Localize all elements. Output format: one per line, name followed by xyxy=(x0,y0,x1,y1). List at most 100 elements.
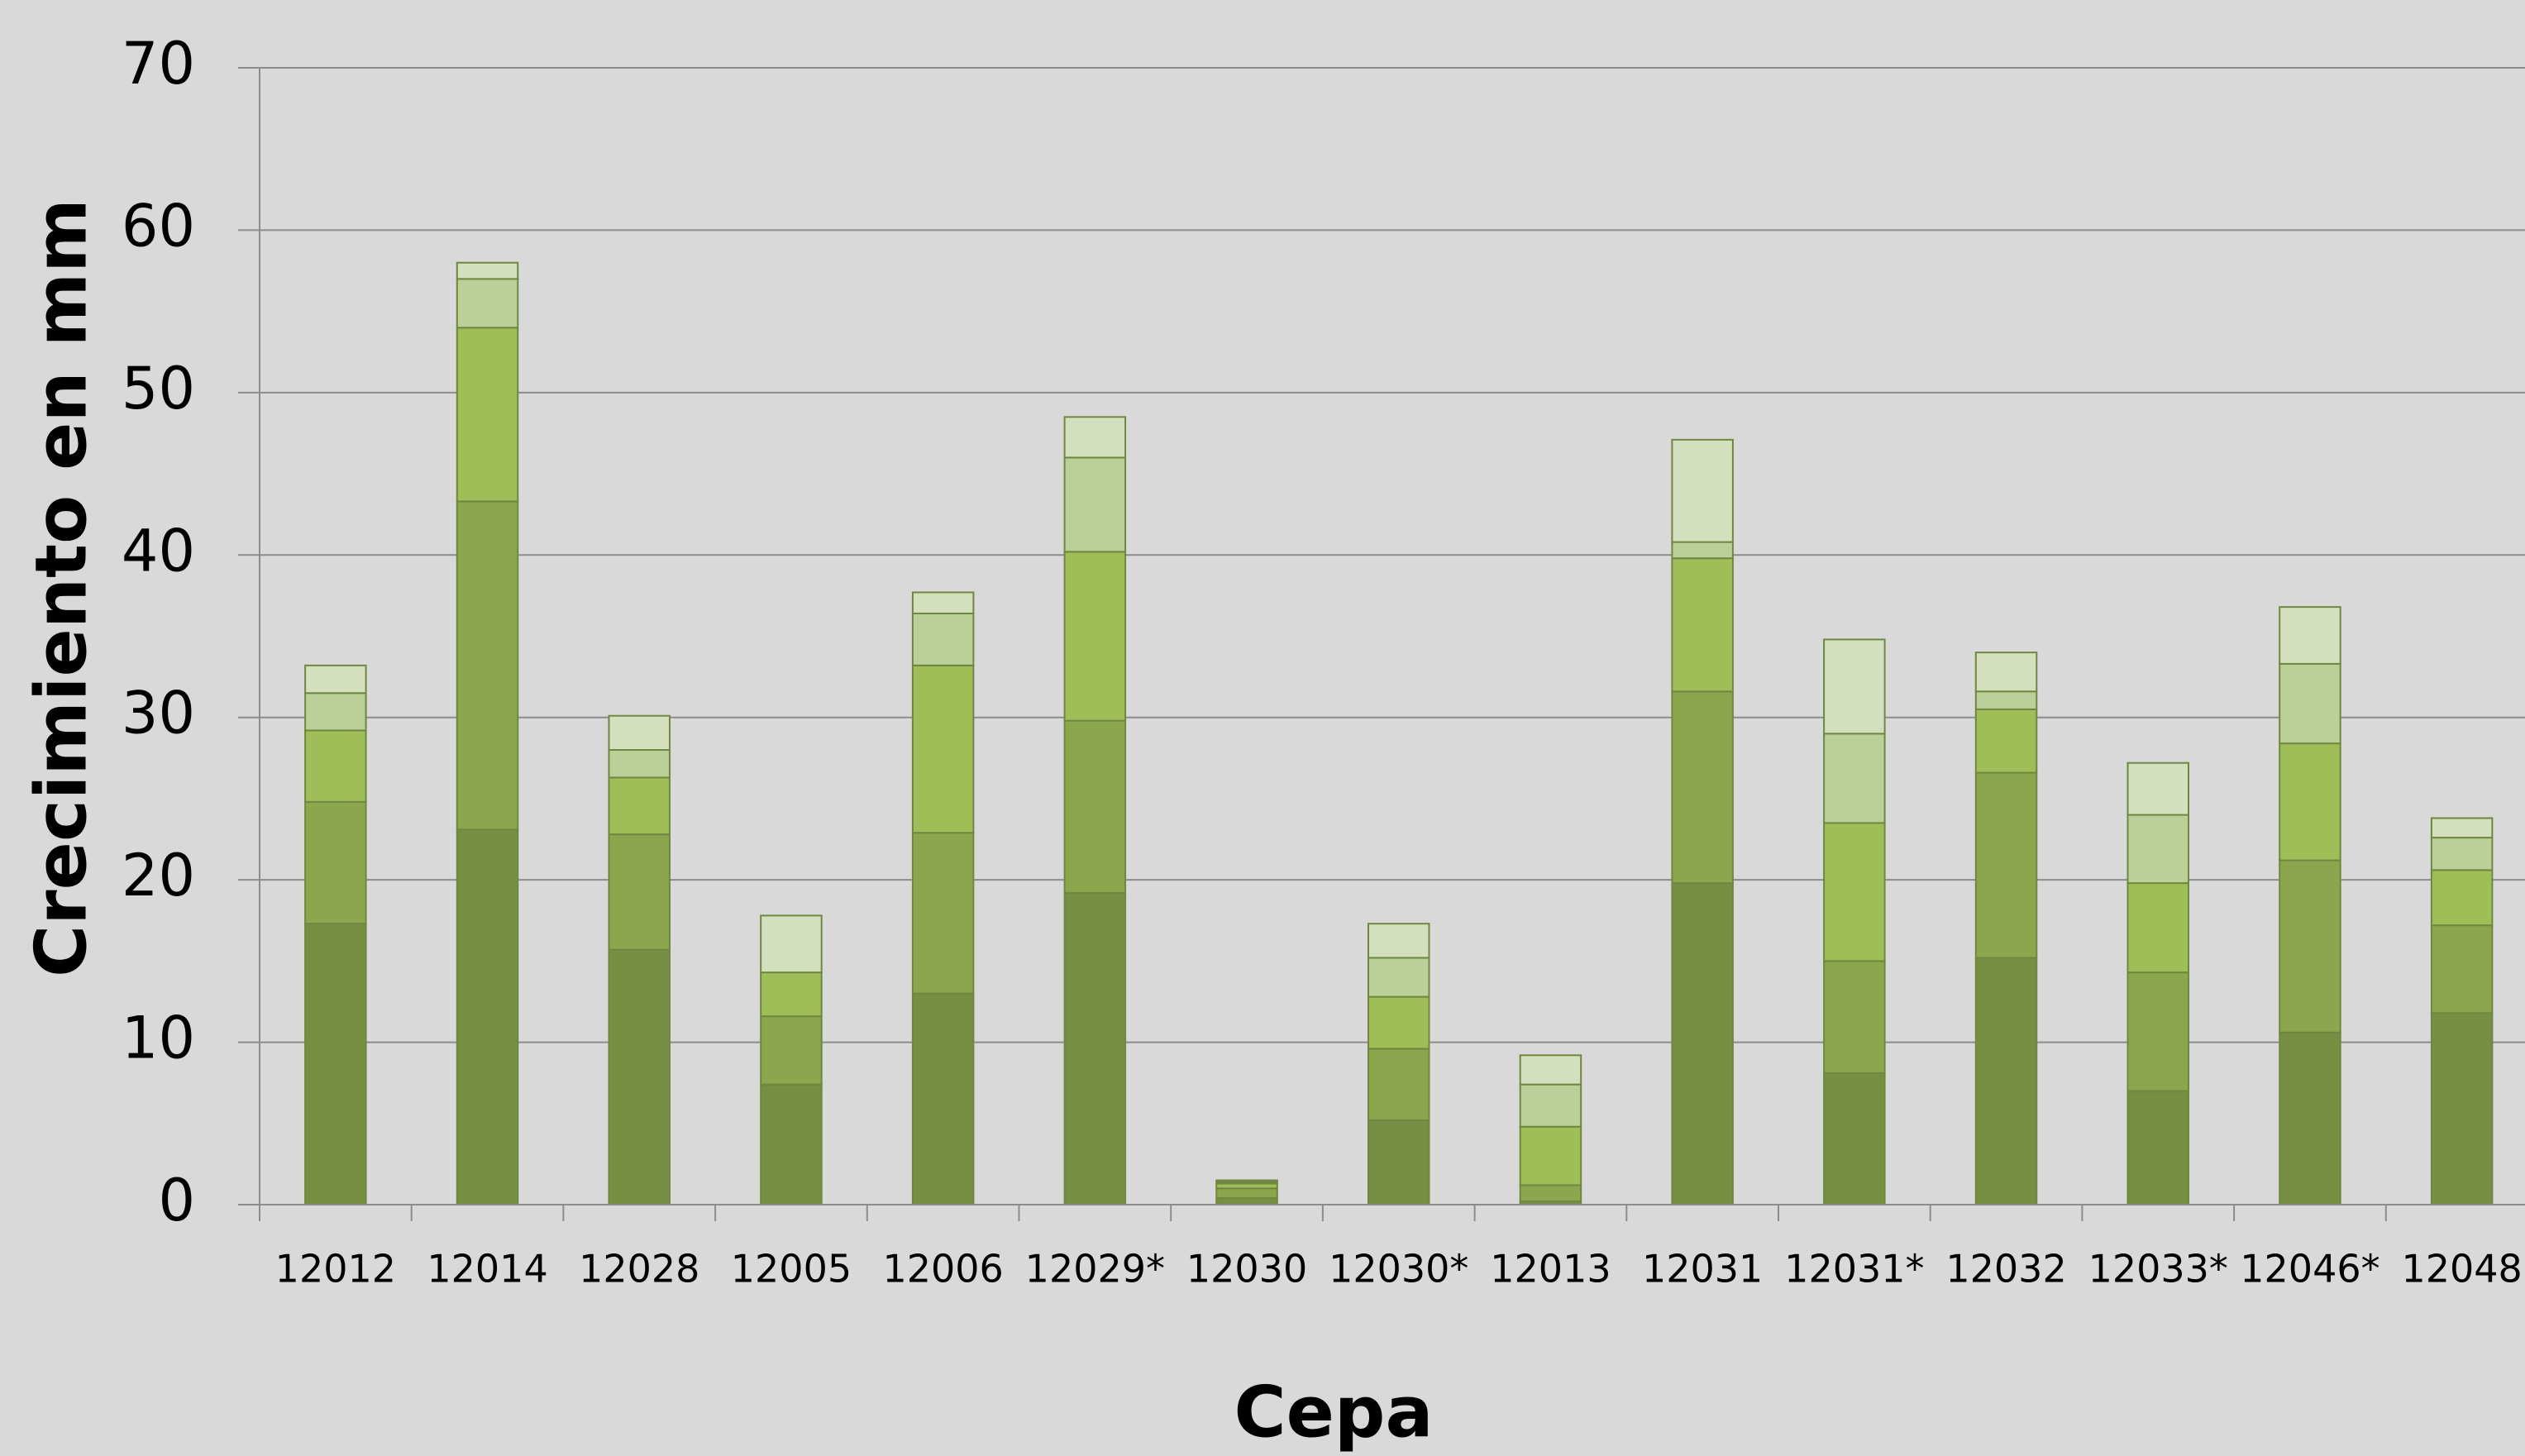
bar-segment xyxy=(2279,742,2341,862)
x-tick-label: 12033* xyxy=(2088,1247,2228,1291)
bar-segment xyxy=(1671,557,1734,693)
bar-segment xyxy=(1215,1187,1278,1200)
bar-segment xyxy=(2430,869,2494,927)
x-tick-label: 12046* xyxy=(2240,1247,2379,1291)
y-tick-label: 60 xyxy=(122,192,195,260)
bar-segment xyxy=(1671,882,1734,1205)
bar-segment xyxy=(760,914,823,974)
bar-segment xyxy=(1823,1072,1886,1205)
x-tick-label: 12030 xyxy=(1186,1247,1307,1291)
bar-segment xyxy=(1519,1184,1582,1203)
bar-segment xyxy=(2279,1031,2341,1206)
bar-segment xyxy=(911,832,975,995)
bar-segment xyxy=(1063,416,1127,459)
bar-segment xyxy=(2430,924,2494,1014)
x-tick-label: 12032 xyxy=(1945,1247,2066,1291)
bar-segment xyxy=(608,833,671,951)
bar-segment xyxy=(2126,971,2189,1092)
bar-segment xyxy=(1368,995,1430,1050)
x-axis-title: Cepa xyxy=(1234,1371,1433,1454)
bar-segment xyxy=(1974,652,2038,693)
bar-segment xyxy=(456,828,519,1205)
bar-segment xyxy=(1974,771,2038,959)
bar-segment xyxy=(911,591,975,615)
x-tick-label: 12013 xyxy=(1490,1247,1611,1291)
bar-segment xyxy=(1368,957,1430,998)
bar-segment xyxy=(608,776,671,836)
bar-segment xyxy=(304,692,367,732)
bar-segment xyxy=(304,729,367,803)
bar-segment xyxy=(1671,438,1734,543)
bar-segment xyxy=(760,1015,823,1086)
bar-segment xyxy=(2279,662,2341,745)
x-tick-label: 12006 xyxy=(882,1247,1003,1291)
bar-segment xyxy=(2430,817,2494,839)
bar-segment xyxy=(911,992,975,1205)
x-tick-label: 12029* xyxy=(1025,1247,1165,1291)
bar-segment xyxy=(2126,814,2189,885)
bar-segment xyxy=(1519,1083,1582,1128)
x-tick-label: 12012 xyxy=(275,1247,396,1291)
bar-segment xyxy=(1974,957,2038,1206)
axes: 0 10 20 30 40 50 60 70 12012 12014 12028 12005 12006… xyxy=(122,30,2525,1291)
y-tick-label: 40 xyxy=(122,517,195,585)
bar-segment xyxy=(608,714,671,751)
bar-segment xyxy=(1215,1179,1278,1183)
bar-segment xyxy=(456,278,519,329)
bar-segment xyxy=(1063,719,1127,894)
y-tick-label: 30 xyxy=(122,680,195,747)
bar-segment xyxy=(2430,1012,2494,1205)
bar-segment xyxy=(2126,882,2189,974)
y-tick-label: 10 xyxy=(122,1005,195,1072)
bar-segment xyxy=(1671,690,1734,885)
x-tick-label: 12005 xyxy=(731,1247,852,1291)
bar-segment xyxy=(1368,1119,1430,1206)
bar-segment xyxy=(304,923,367,1206)
bar-segment xyxy=(2279,606,2341,665)
bar-segment xyxy=(760,971,823,1018)
bar-segment xyxy=(2279,859,2341,1034)
x-tick-label: 12031 xyxy=(1642,1247,1763,1291)
bar-segment xyxy=(1215,1197,1278,1205)
y-tick-label: 0 xyxy=(158,1167,195,1234)
bar-segment xyxy=(1063,456,1127,553)
y-axis-title: Crecimiento en mm xyxy=(20,198,103,977)
x-tick-label: 12028 xyxy=(579,1247,699,1291)
bar-segment xyxy=(456,327,519,503)
bars xyxy=(304,261,2494,1206)
bar-segment xyxy=(456,261,519,280)
bar-segment xyxy=(1063,551,1127,722)
bar-segment xyxy=(456,500,519,831)
bar-segment xyxy=(2126,761,2189,816)
x-tick-label: 12014 xyxy=(427,1247,547,1291)
bar-segment xyxy=(2430,837,2494,871)
bar-segment xyxy=(1823,960,1886,1074)
bar-segment xyxy=(1063,891,1127,1206)
bar-segment xyxy=(1671,541,1734,560)
x-tick-label: 12030* xyxy=(1329,1247,1468,1291)
bar-segment xyxy=(1823,733,1886,824)
x-tick-label: 12048 xyxy=(2401,1247,2522,1291)
bar-segment xyxy=(1368,923,1430,959)
y-tick-label: 50 xyxy=(122,355,195,422)
bar-segment xyxy=(1974,708,2038,774)
bar-segment xyxy=(911,613,975,666)
y-tick-label: 20 xyxy=(122,842,195,909)
x-tick-label: 12031* xyxy=(1784,1247,1924,1291)
bar-segment xyxy=(1519,1054,1582,1086)
bar-segment xyxy=(1519,1125,1582,1186)
bar-segment xyxy=(760,1083,823,1205)
bar-segment xyxy=(1974,690,2038,710)
bar-segment xyxy=(608,749,671,779)
bar-segment xyxy=(2126,1090,2189,1205)
bar-segment xyxy=(304,800,367,925)
bar-segment xyxy=(1823,822,1886,962)
bar-segment xyxy=(911,664,975,834)
bar-segment xyxy=(304,664,367,695)
bar-segment xyxy=(1823,638,1886,735)
y-tick-label: 70 xyxy=(122,30,195,98)
bar-segment xyxy=(608,948,671,1206)
